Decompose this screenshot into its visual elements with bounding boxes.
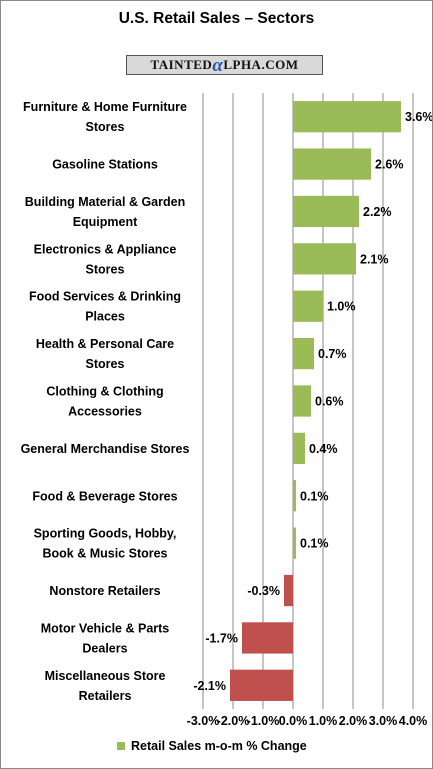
category-label-line: Miscellaneous Store: [45, 669, 166, 683]
category-label: Food & Beverage Stores: [32, 489, 177, 503]
category-label: Sporting Goods, Hobby, Book & Music Store…: [34, 527, 177, 561]
x-tick-label: 4.0%: [399, 714, 428, 728]
category-label-line: Retailers: [79, 689, 132, 703]
category-label-line: Building Material & Garden: [25, 195, 185, 209]
bar: [293, 101, 401, 133]
category-label-line: General Merchandise Stores: [21, 442, 190, 456]
category-label-line: Food & Beverage Stores: [32, 489, 177, 503]
x-tick-label: -3.0%: [187, 714, 220, 728]
data-label: 2.2%: [363, 205, 392, 219]
data-label: 1.0%: [327, 300, 356, 314]
category-label: Nonstore Retailers: [49, 584, 160, 598]
category-label: Electronics & Appliance Stores: [34, 242, 177, 276]
data-label: -0.3%: [247, 584, 280, 598]
watermark-logo: TAINTED α LPHA.COM: [126, 55, 323, 75]
category-label-line: Motor Vehicle & Parts: [41, 621, 170, 635]
category-label: Motor Vehicle & Parts Dealers: [41, 621, 170, 655]
category-label-line: Book & Music Stores: [42, 547, 167, 561]
bar: [293, 195, 359, 228]
data-label: -1.7%: [205, 631, 238, 645]
data-label: 2.1%: [360, 252, 389, 266]
category-label: Clothing & Clothing Accessories: [46, 385, 163, 419]
data-label: 3.6%: [405, 110, 432, 124]
watermark-text-end: LPHA.COM: [223, 57, 299, 72]
category-label-line: Gasoline Stations: [52, 158, 158, 172]
x-tick-label: 0.0%: [279, 714, 308, 728]
bar: [230, 669, 293, 701]
category-label-line: Accessories: [68, 405, 142, 419]
watermark-alpha-mark: α: [212, 54, 224, 76]
category-label-line: Health & Personal Care: [36, 337, 174, 351]
category-label-line: Stores: [86, 357, 125, 371]
category-label-line: Sporting Goods, Hobby,: [34, 527, 177, 541]
data-label: 0.6%: [315, 395, 344, 409]
category-label-line: Furniture & Home Furniture: [23, 100, 187, 114]
data-label: 0.4%: [309, 442, 338, 456]
bar: [293, 480, 296, 512]
category-label: Building Material & Garden Equipment: [25, 195, 185, 229]
category-label: Furniture & Home Furniture Stores: [23, 100, 187, 134]
data-label: 2.6%: [375, 158, 404, 172]
category-label: General Merchandise Stores: [21, 442, 190, 456]
category-label: Miscellaneous Store Retailers: [45, 669, 166, 703]
legend-swatch: [117, 742, 125, 750]
category-label-line: Equipment: [73, 215, 138, 229]
category-label-line: Clothing & Clothing: [46, 385, 163, 399]
bar: [293, 432, 305, 465]
x-tick-label: 3.0%: [369, 714, 398, 728]
data-label: 0.1%: [300, 537, 329, 551]
category-label-line: Food Services & Drinking: [29, 290, 181, 304]
category-label: Health & Personal Care Stores: [36, 337, 174, 371]
category-label-line: Dealers: [82, 641, 127, 655]
bar: [242, 622, 293, 654]
category-label-line: Stores: [86, 262, 125, 276]
bar: [293, 527, 296, 559]
data-label: 0.7%: [318, 347, 347, 361]
data-label: 0.1%: [300, 489, 329, 503]
category-label: Food Services & Drinking Places: [29, 290, 181, 324]
chart-title: U.S. Retail Sales – Sectors: [118, 10, 315, 27]
category-label: Gasoline Stations: [52, 158, 158, 172]
bar: [293, 337, 314, 370]
category-label-line: Nonstore Retailers: [49, 584, 160, 598]
bar: [293, 148, 371, 180]
category-label-line: Stores: [86, 120, 125, 134]
x-tick-label: -2.0%: [217, 714, 250, 728]
x-tick-label: -1.0%: [247, 714, 280, 728]
category-label-line: Places: [85, 310, 125, 324]
legend: Retail Sales m-o-m % Change: [117, 739, 307, 753]
bar: [293, 290, 323, 322]
watermark-text-start: TAINTED: [150, 57, 213, 72]
legend-label: Retail Sales m-o-m % Change: [131, 739, 307, 753]
x-tick-label: 2.0%: [339, 714, 368, 728]
bar: [293, 385, 311, 417]
category-label-line: Electronics & Appliance: [34, 242, 177, 256]
bar: [293, 243, 356, 275]
x-tick-label: 1.0%: [309, 714, 338, 728]
data-label: -2.1%: [193, 679, 226, 693]
bar: [284, 574, 293, 607]
